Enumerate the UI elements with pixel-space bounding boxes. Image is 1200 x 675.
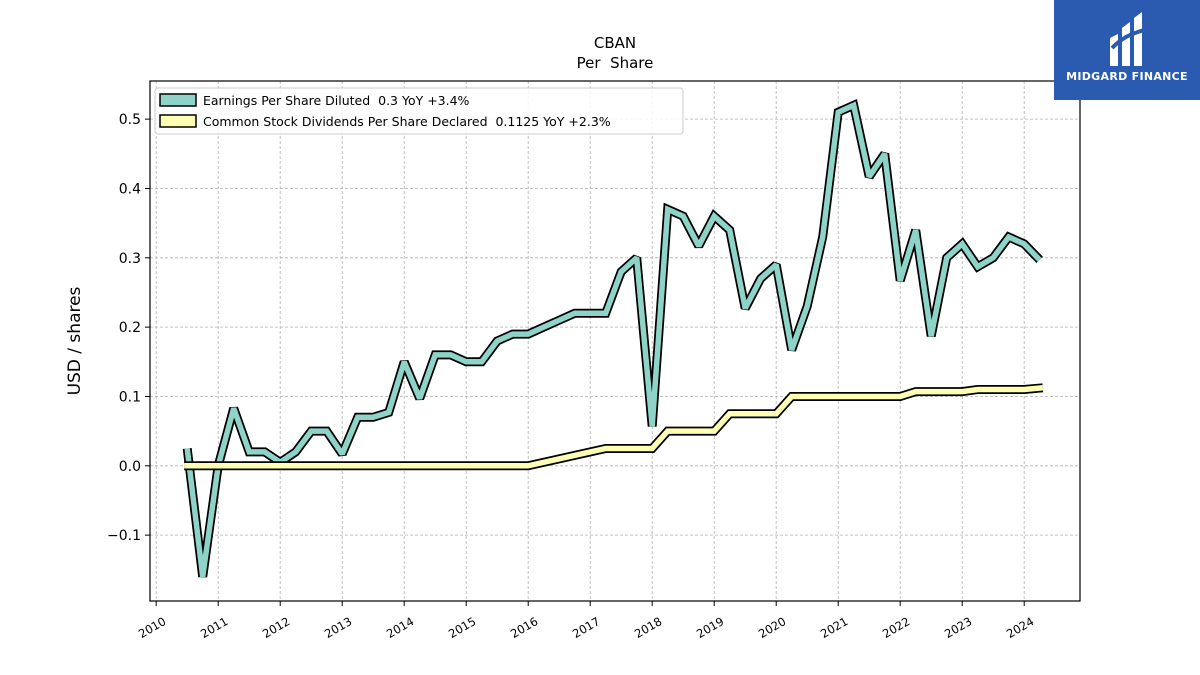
x-tick-label: 2017 (570, 614, 602, 641)
x-tick-label: 2016 (508, 614, 540, 641)
logo-text: MIDGARD FINANCE (1066, 70, 1188, 83)
x-tick-label: 2021 (818, 614, 850, 641)
x-axis: 2010 2011 2012 2013 2014 2015 2016 2017 2018 2019… (136, 601, 1036, 641)
x-tick-label: 2019 (694, 614, 726, 641)
plot-frame (149, 80, 1081, 602)
x-tick-label: 2011 (198, 614, 230, 641)
x-tick-label: 2023 (942, 614, 974, 641)
x-tick-label: 2024 (1004, 614, 1036, 641)
y-tick-label: 0.4 (119, 181, 141, 197)
series-line-outline-0 (182, 98, 1043, 578)
series-line-0 (184, 101, 1042, 578)
x-tick-label: 2018 (632, 614, 664, 641)
y-tick-label: 0.3 (119, 251, 141, 267)
legend-label-eps: Earnings Per Share Diluted 0.3 YoY +3.4% (203, 93, 470, 108)
legend-swatch-eps (159, 93, 197, 107)
brand-logo: MIDGARD FINANCE (1054, 0, 1200, 100)
x-tick-label: 2013 (322, 614, 354, 641)
x-tick-label: 2015 (446, 614, 478, 641)
x-tick-label: 2012 (260, 614, 292, 641)
chart-subtitle: Per Share (577, 54, 654, 72)
series-lines (182, 98, 1044, 578)
y-tick-label: 0.5 (119, 112, 141, 128)
x-tick-label: 2022 (880, 614, 912, 641)
legend-swatch-dividends (159, 114, 197, 128)
grid (150, 81, 1080, 601)
y-tick-label: 0.0 (119, 459, 141, 475)
series-line-1 (184, 385, 1044, 469)
logo-mark-icon (1110, 12, 1145, 66)
y-axis-label: USD / shares (65, 286, 85, 395)
y-tick-label: 0.1 (119, 389, 141, 405)
y-axis: −0.1 0.0 0.1 0.2 0.3 0.4 0.5 (107, 112, 150, 544)
x-tick-label: 2020 (756, 614, 788, 641)
x-tick-label: 2014 (384, 614, 416, 641)
legend-label-dividends: Common Stock Dividends Per Share Declare… (203, 114, 611, 129)
chart-title: CBAN (594, 34, 636, 52)
y-tick-label: −0.1 (107, 528, 141, 544)
x-tick-label: 2010 (136, 614, 168, 641)
legend: Earnings Per Share Diluted 0.3 YoY +3.4%… (154, 87, 684, 135)
legend-box (154, 87, 684, 135)
y-tick-label: 0.2 (119, 320, 141, 336)
